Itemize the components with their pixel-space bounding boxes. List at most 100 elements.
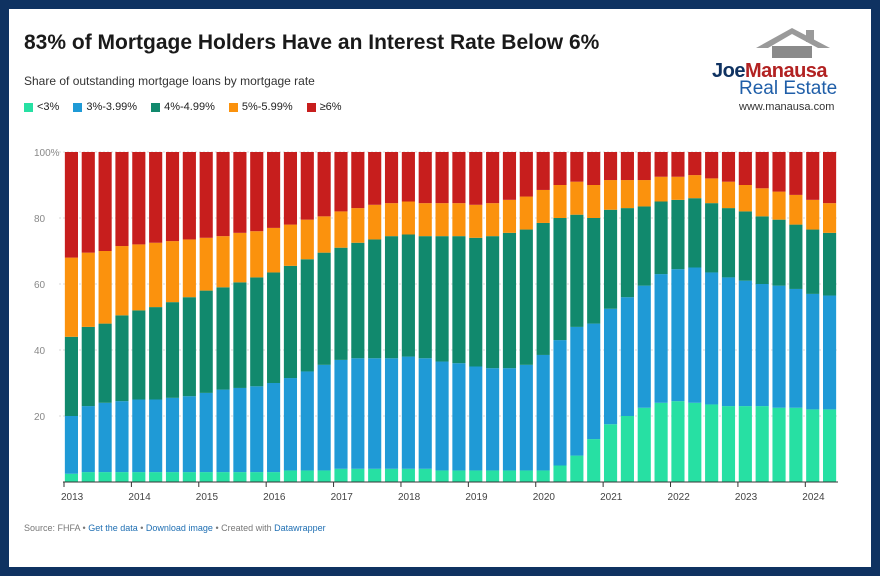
bar-segment	[519, 364, 533, 471]
bar-segment	[637, 285, 651, 408]
bar-segment	[823, 409, 837, 482]
bar-segment	[401, 356, 415, 469]
bar-segment	[165, 241, 180, 303]
bar-segment	[199, 472, 213, 482]
bar-segment	[452, 363, 466, 471]
bar-segment	[250, 231, 264, 278]
bar-segment	[755, 152, 769, 189]
bar-segment	[789, 407, 803, 482]
bar-segment	[418, 152, 432, 204]
bar-segment	[81, 472, 95, 482]
bar-segment	[772, 285, 786, 408]
separator: •	[80, 523, 89, 533]
bar-segment	[199, 290, 213, 393]
bar-segment	[384, 203, 399, 237]
bar-segment	[300, 152, 314, 220]
bar-segment	[182, 239, 196, 298]
bar-segment	[418, 236, 432, 359]
x-tick-label: 2015	[196, 492, 219, 503]
bar-segment	[721, 406, 736, 482]
bar-segment	[654, 402, 668, 482]
bar-segment	[738, 211, 752, 281]
legend-label: <3%	[37, 101, 60, 113]
bar-segment	[486, 152, 500, 204]
bar-segment	[300, 219, 314, 260]
bar-segment	[165, 152, 180, 242]
bar-segment	[620, 152, 634, 181]
bar-segment	[233, 472, 247, 482]
bar-segment	[502, 368, 517, 471]
legend-item-5-to-6: 5%-5.99%	[228, 101, 293, 113]
bar-segment	[654, 152, 668, 177]
logo-name: JoeManausa	[712, 60, 828, 83]
bar-segment	[772, 407, 786, 482]
datawrapper-link[interactable]: Datawrapper	[274, 523, 326, 533]
chart-footer: Source: FHFA • Get the data • Download i…	[24, 523, 326, 533]
bar-segment	[317, 470, 331, 482]
bar-segment	[132, 472, 146, 482]
bar-segment	[115, 152, 129, 247]
bar-segment	[115, 246, 129, 316]
x-tick-label: 2020	[533, 492, 556, 503]
bar-segment	[267, 227, 281, 273]
bar-segment	[452, 236, 466, 364]
bar-segment	[334, 152, 348, 212]
bar-segment	[334, 359, 348, 469]
bar-segment	[317, 152, 331, 217]
bar-segment	[199, 392, 213, 473]
bar-segment	[267, 383, 281, 473]
bar-segment	[250, 472, 264, 482]
bar-segment	[98, 402, 112, 473]
bar-segment	[620, 180, 634, 209]
house-roof-icon	[756, 28, 830, 58]
bar-segment	[486, 470, 500, 482]
bar-segment	[705, 152, 719, 179]
bar-segment	[216, 152, 230, 237]
bar-segment	[772, 219, 786, 286]
bar-segment	[637, 206, 651, 286]
bar-segment	[469, 237, 483, 367]
bar-segment	[283, 224, 298, 266]
bar-segment	[401, 152, 415, 202]
bar-segment	[149, 152, 163, 243]
bar-segment	[165, 397, 180, 473]
bar-segment	[738, 152, 752, 185]
x-tick-label: 2014	[128, 492, 151, 503]
bar-segment	[267, 472, 281, 482]
bar-segment	[469, 204, 483, 238]
bar-segment	[570, 326, 584, 456]
bar-segment	[384, 236, 399, 359]
bar-segment	[603, 152, 618, 181]
bar-segment	[165, 302, 180, 398]
bar-segment	[182, 396, 196, 473]
bar-segment	[368, 152, 382, 205]
get-data-link[interactable]: Get the data	[88, 523, 138, 533]
bar-segment	[806, 229, 820, 294]
bar-segment	[182, 297, 196, 397]
y-tick-label: 40	[34, 346, 46, 357]
bar-segment	[570, 152, 584, 182]
bar-segment	[536, 189, 550, 223]
bar-segment	[64, 257, 78, 337]
bar-segment	[502, 470, 517, 482]
bar-segment	[553, 218, 567, 341]
bar-segment	[789, 288, 803, 408]
bar-segment	[182, 152, 196, 240]
logo-name-first: Joe	[712, 60, 745, 82]
bar-segment	[502, 152, 517, 200]
bar-segment	[351, 468, 365, 482]
download-image-link[interactable]: Download image	[145, 523, 213, 533]
legend-swatch	[306, 102, 316, 112]
bar-segment	[283, 378, 298, 471]
bar-segment	[250, 386, 264, 473]
bar-segment	[519, 470, 533, 482]
bar-segment	[64, 336, 78, 416]
bar-segment	[603, 180, 618, 210]
bar-segment	[721, 277, 736, 407]
bar-segment	[401, 468, 415, 482]
bar-segment	[519, 152, 533, 197]
bar-segment	[368, 204, 382, 240]
x-tick-label: 2016	[263, 492, 286, 503]
bar-segment	[721, 208, 736, 278]
